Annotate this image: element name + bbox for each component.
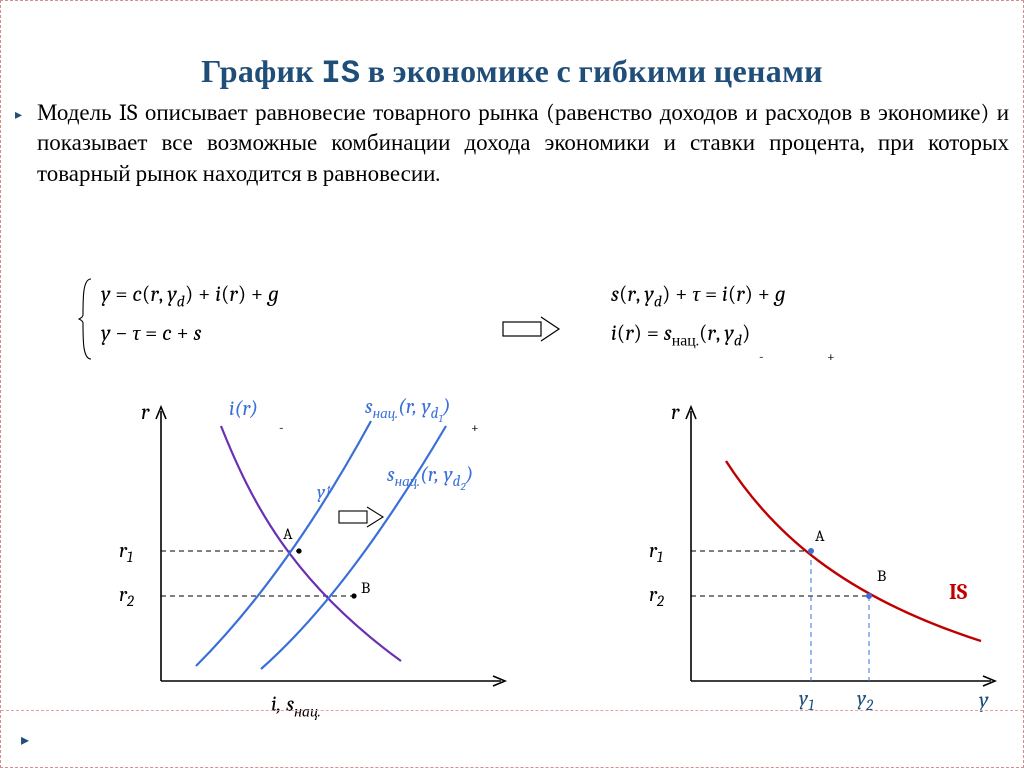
equations-right: s(r, yd) + τ = i(r) + g i(r) = sнац.(r, …: [611, 271, 786, 361]
chart-is-curve: r r1 r2 A B IS y1 y2 y: [641, 401, 1001, 721]
eq-right-1: s(r, yd) + τ = i(r) + g: [611, 281, 786, 310]
paragraph-text: Модель IS описывает равновесие товарного…: [37, 99, 1009, 187]
chart2-y-axis-label: r: [671, 399, 679, 425]
chart2-is-label: IS: [949, 579, 967, 605]
sign-plus: +: [827, 348, 835, 365]
footer-dash-line: [1, 710, 1023, 711]
chart1-r2-label: r2: [119, 583, 134, 610]
left-brace-icon: [77, 277, 95, 361]
chart1-i-label: i(r): [229, 397, 258, 421]
chart1-svg: [101, 401, 521, 721]
implies-arrow-icon: [501, 315, 561, 349]
chart2-r2-label: r2: [649, 583, 664, 610]
bullet-icon: ▸: [15, 106, 22, 124]
chart1-point-b-label: B: [361, 579, 370, 597]
chart2-point-b-label: B: [877, 567, 886, 585]
chart1-x-axis-label: i, sнац.: [271, 691, 321, 721]
chart2-r1-label: r1: [649, 539, 663, 566]
chart1-s2-label: sнац.(r, yd2): [387, 463, 473, 493]
description-paragraph: ▸ Модель IS описывает равновесие товарно…: [1, 92, 1023, 189]
chart1-i-sign: -: [279, 419, 284, 436]
chart1-s1-sign: +: [471, 419, 479, 436]
chart1-s1-label: sнац.(r, yd1): [365, 395, 451, 425]
footer-bullet-icon: ▸: [21, 730, 29, 749]
chart2-svg: [641, 401, 1001, 721]
charts-area: r i(r) - sнац.(r, yd1) + sнац.(r, yd2) y…: [1, 401, 1023, 767]
chart1-point-a-label: A: [283, 525, 293, 543]
title-pre: График: [201, 53, 321, 90]
title-post: в экономике с гибкими ценами: [360, 53, 823, 90]
eq-left-2: y − τ = c + s: [101, 320, 279, 346]
chart2-point-a-label: A: [815, 527, 825, 545]
chart1-shift-label: y↑: [317, 481, 331, 503]
sign-minus: -: [759, 348, 764, 365]
chart1-r1-label: r1: [119, 539, 133, 566]
equations-left: y = c(r, yd) + i(r) + g y − τ = c + s: [101, 271, 279, 356]
title-is: IS: [321, 55, 360, 92]
slide-title: График IS в экономике с гибкими ценами: [1, 1, 1023, 92]
eq-right-2: i(r) = sнац.(r, yd) - +: [611, 320, 786, 350]
chart-investment-savings: r i(r) - sнац.(r, yd1) + sнац.(r, yd2) y…: [101, 401, 521, 721]
eq-left-1: y = c(r, yd) + i(r) + g: [101, 281, 279, 310]
slide: График IS в экономике с гибкими ценами ▸…: [0, 0, 1024, 768]
chart1-y-axis-label: r: [141, 399, 149, 425]
